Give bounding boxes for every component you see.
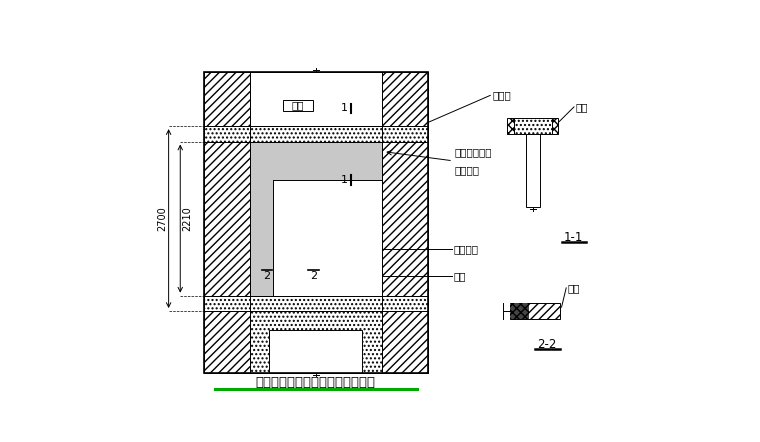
Bar <box>269 330 363 373</box>
Text: 新开洞口: 新开洞口 <box>454 244 479 255</box>
Text: 原楼板: 原楼板 <box>492 91 511 100</box>
Bar <box>514 118 553 134</box>
Text: 连梁: 连梁 <box>291 100 303 110</box>
Bar <box>529 303 560 319</box>
Text: 暗柱: 暗柱 <box>568 283 580 293</box>
Bar <box>204 72 250 373</box>
Bar <box>553 118 559 134</box>
Bar <box>204 296 428 311</box>
Text: 1-1: 1-1 <box>564 231 583 244</box>
Bar <box>250 141 382 180</box>
Bar <box>204 126 428 141</box>
Text: 2: 2 <box>264 271 271 282</box>
Text: 2700: 2700 <box>157 206 167 231</box>
Text: 原墙局部拆除: 原墙局部拆除 <box>454 147 492 157</box>
Bar <box>508 118 514 134</box>
Bar <box>382 72 428 373</box>
Text: 2210: 2210 <box>182 206 192 231</box>
Bar <box>204 296 428 311</box>
Bar <box>526 134 540 207</box>
Bar <box>514 118 553 134</box>
Text: 连梁: 连梁 <box>575 102 588 112</box>
Text: 1: 1 <box>340 103 347 114</box>
Bar <box>250 141 274 296</box>
Bar <box>250 311 382 373</box>
Text: 暗柱: 暗柱 <box>454 271 467 282</box>
Bar <box>204 126 428 141</box>
Bar <box>510 303 529 319</box>
Text: 原剪力墙新开洞口重浇混凝土加固: 原剪力墙新开洞口重浇混凝土加固 <box>256 376 376 389</box>
Bar <box>250 311 382 373</box>
Bar <box>250 72 382 126</box>
Bar <box>250 141 382 296</box>
Text: 2-2: 2-2 <box>537 339 556 351</box>
Bar <box>283 100 313 111</box>
Text: 重新浇筑: 重新浇筑 <box>454 165 480 175</box>
Bar <box>204 72 428 373</box>
Text: 1: 1 <box>340 175 347 185</box>
Bar <box>204 72 250 373</box>
Text: 2: 2 <box>310 271 317 282</box>
Bar <box>382 72 428 373</box>
Bar <box>510 303 560 319</box>
